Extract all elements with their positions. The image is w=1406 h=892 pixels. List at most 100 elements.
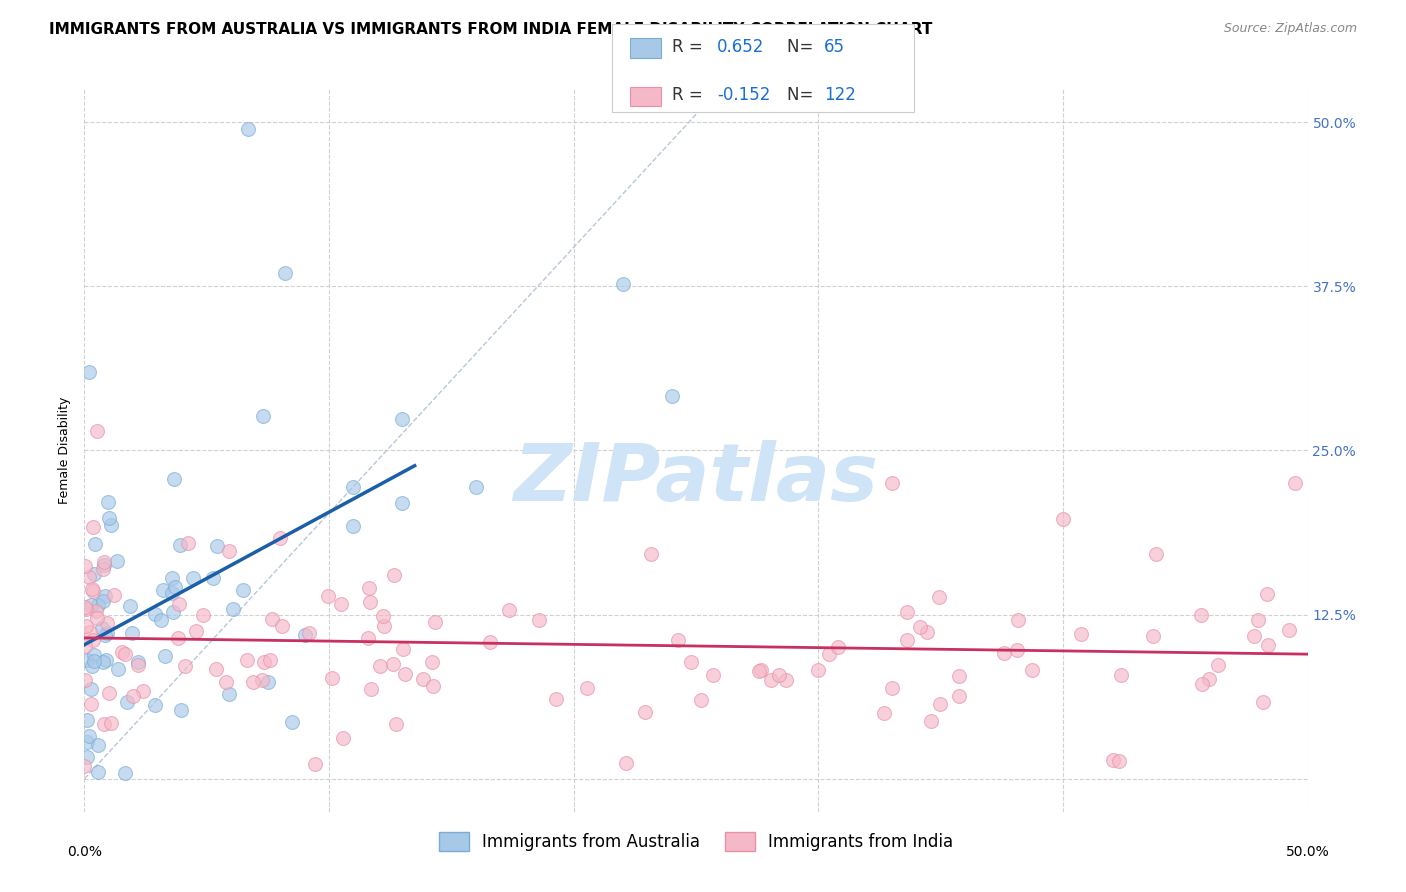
Point — [162, 586, 184, 600]
Point — [153, 648, 176, 663]
Point — [103, 588, 125, 602]
Point — [928, 590, 950, 604]
Point — [201, 571, 224, 585]
Point — [73, 559, 96, 574]
Point — [93, 593, 115, 607]
Point — [73, 758, 96, 772]
Point — [121, 626, 143, 640]
Point — [93, 717, 115, 731]
Point — [100, 716, 122, 731]
Point — [79, 625, 101, 640]
Point — [329, 597, 352, 611]
Point — [127, 658, 149, 673]
Point — [544, 692, 567, 706]
Point — [80, 598, 103, 612]
Point — [342, 518, 364, 533]
Point — [269, 531, 291, 545]
Point — [1247, 614, 1270, 628]
Point — [371, 608, 394, 623]
Point — [917, 625, 939, 640]
Point — [929, 697, 952, 711]
Point — [253, 656, 276, 670]
Point — [83, 648, 105, 663]
Text: ZIPatlas: ZIPatlas — [513, 441, 879, 518]
Point — [87, 764, 110, 779]
Point — [1191, 677, 1213, 691]
Point — [80, 681, 103, 696]
Point — [880, 681, 903, 695]
Point — [749, 663, 772, 677]
Point — [260, 612, 283, 626]
Point — [634, 705, 657, 719]
Point — [167, 631, 190, 645]
Point — [91, 562, 114, 576]
Point — [896, 633, 918, 648]
Point — [205, 539, 228, 553]
Point — [423, 615, 446, 630]
Point — [1021, 663, 1043, 677]
Point — [82, 633, 104, 648]
Point — [679, 655, 702, 669]
Point — [236, 653, 259, 667]
Point — [1109, 668, 1132, 682]
Point — [464, 480, 486, 494]
Point — [1070, 626, 1092, 640]
Point — [98, 686, 121, 700]
Point — [920, 714, 942, 728]
Point — [167, 597, 190, 611]
Point — [93, 589, 115, 603]
Point — [100, 517, 122, 532]
Point — [1007, 613, 1029, 627]
Text: IMMIGRANTS FROM AUSTRALIA VS IMMIGRANTS FROM INDIA FEMALE DISABILITY CORRELATION: IMMIGRANTS FROM AUSTRALIA VS IMMIGRANTS … — [49, 22, 932, 37]
Point — [1256, 587, 1278, 601]
Point — [1189, 607, 1212, 622]
Point — [232, 583, 254, 598]
Point — [97, 495, 120, 509]
Point — [73, 639, 96, 653]
Point — [1052, 512, 1074, 526]
Point — [75, 602, 97, 616]
Point — [281, 715, 304, 730]
Point — [1206, 657, 1229, 672]
Point — [162, 605, 184, 619]
Point — [127, 655, 149, 669]
Point — [111, 645, 134, 659]
Point — [391, 496, 413, 510]
Point — [294, 628, 316, 642]
Point — [422, 679, 444, 693]
Point — [948, 669, 970, 683]
Point — [1198, 672, 1220, 686]
Point — [880, 476, 903, 491]
Point — [373, 619, 395, 633]
Point — [357, 581, 380, 595]
Point — [368, 659, 391, 673]
Point — [84, 604, 107, 618]
Point — [73, 673, 96, 687]
Point — [1005, 643, 1028, 657]
Point — [82, 520, 104, 534]
Point — [274, 266, 297, 280]
Point — [498, 603, 520, 617]
Point — [807, 663, 830, 677]
Point — [304, 756, 326, 771]
Point — [170, 703, 193, 717]
Point — [91, 656, 114, 670]
Point — [173, 658, 195, 673]
Point — [80, 658, 103, 673]
Point — [614, 756, 637, 771]
Text: 65: 65 — [824, 38, 845, 56]
Point — [93, 558, 115, 573]
Legend: Immigrants from Australia, Immigrants from India: Immigrants from Australia, Immigrants fr… — [432, 825, 960, 857]
Point — [98, 511, 121, 525]
Point — [298, 625, 321, 640]
Point — [150, 613, 173, 627]
Point — [105, 554, 128, 568]
Point — [94, 653, 117, 667]
Point — [73, 600, 96, 615]
Point — [948, 690, 970, 704]
Point — [218, 543, 240, 558]
Point — [908, 619, 931, 633]
Point — [666, 632, 689, 647]
Point — [76, 713, 98, 727]
Text: N=: N= — [787, 87, 818, 104]
